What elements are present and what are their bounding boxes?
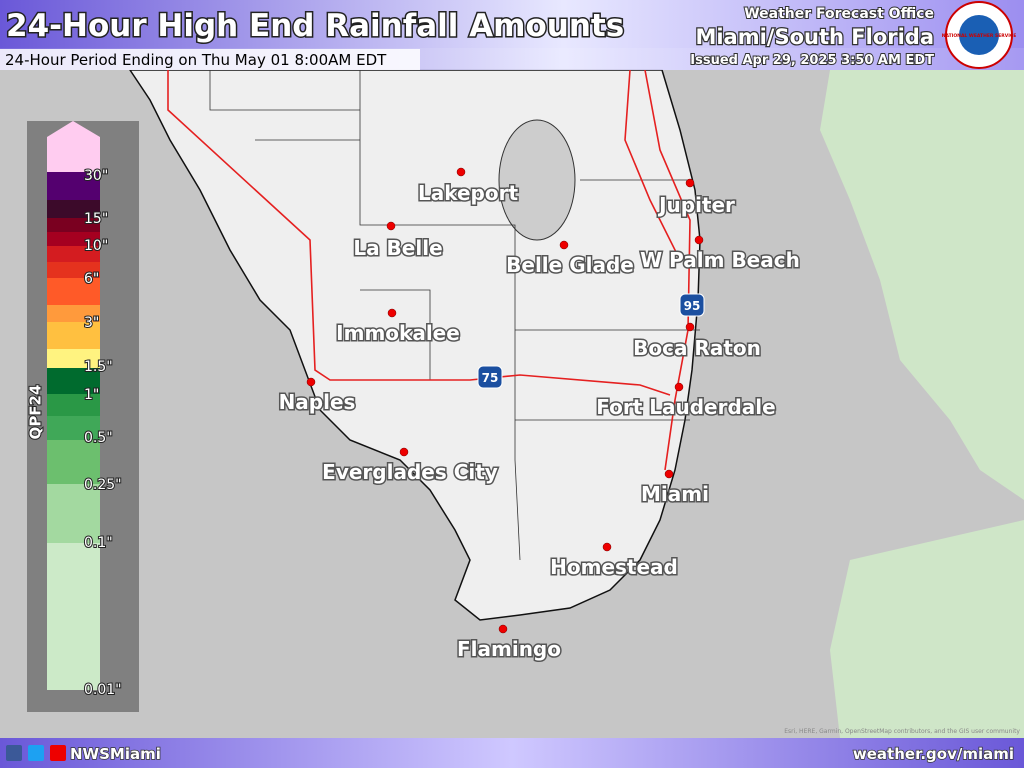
city-label: Boca Raton bbox=[633, 336, 761, 360]
city-label: W Palm Beach bbox=[640, 248, 800, 272]
city-dot bbox=[559, 240, 569, 250]
lake-okeechobee bbox=[498, 119, 576, 241]
legend-label: 30" bbox=[84, 168, 108, 184]
city-label: Fort Lauderdale bbox=[596, 395, 775, 419]
city-dot bbox=[498, 624, 508, 634]
city-label: Miami bbox=[641, 482, 709, 506]
footer-bar bbox=[0, 738, 1024, 768]
legend-title: QPF24 bbox=[27, 385, 45, 440]
city-dot bbox=[685, 178, 695, 188]
legend-swatch bbox=[47, 200, 100, 218]
legend-label: 6" bbox=[84, 271, 99, 287]
legend-label: 0.1" bbox=[84, 535, 113, 551]
city-dot bbox=[399, 447, 409, 457]
office: Miami/South Florida bbox=[695, 25, 934, 49]
county-lines bbox=[209, 70, 700, 561]
legend-swatch bbox=[47, 262, 100, 278]
social-handle[interactable]: NWSMiami bbox=[69, 744, 161, 764]
legend-swatch bbox=[47, 246, 100, 262]
city-label: Lakeport bbox=[418, 181, 518, 205]
twitter-icon[interactable] bbox=[28, 745, 44, 761]
legend-label: 3" bbox=[84, 315, 99, 331]
legend-swatch bbox=[47, 543, 100, 690]
title: 24-Hour High End Rainfall Amounts bbox=[6, 8, 624, 44]
city-label: Immokalee bbox=[336, 321, 460, 345]
legend-swatch bbox=[47, 416, 100, 440]
facebook-icon[interactable] bbox=[6, 745, 22, 761]
cities: Lakeport La Belle Belle Glade Jupiter W … bbox=[277, 167, 801, 663]
legend-swatch bbox=[47, 368, 100, 394]
legend-label: 0.01" bbox=[84, 682, 122, 698]
legend-label: 15" bbox=[84, 211, 108, 227]
legend-swatch bbox=[47, 121, 100, 172]
city-dot bbox=[386, 221, 396, 231]
legend-label: 0.5" bbox=[84, 430, 113, 446]
legend-label: 1" bbox=[84, 387, 99, 403]
city-label: La Belle bbox=[353, 236, 442, 260]
land-south-east bbox=[830, 520, 1024, 738]
legend-swatch bbox=[47, 322, 100, 349]
shield-75: 75 bbox=[477, 365, 503, 389]
city-label: Jupiter bbox=[657, 193, 735, 217]
city-label: Homestead bbox=[550, 555, 678, 579]
city-dot bbox=[602, 542, 612, 552]
city-label: Belle Glade bbox=[506, 253, 634, 277]
legend-swatch bbox=[47, 484, 100, 543]
city-label: Naples bbox=[279, 390, 356, 414]
legend-swatch bbox=[47, 278, 100, 305]
city-dot bbox=[387, 308, 397, 318]
city-dot bbox=[306, 377, 316, 387]
city-label: Everglades City bbox=[322, 460, 498, 484]
legend-swatch bbox=[47, 172, 100, 200]
office-line: Weather Forecast Office bbox=[744, 6, 934, 22]
subtitle-bg bbox=[0, 49, 420, 70]
shield-label: 95 bbox=[684, 299, 701, 313]
youtube-icon[interactable] bbox=[50, 745, 66, 761]
issued: Issued Apr 29, 2025 3:50 AM EDT bbox=[690, 53, 934, 68]
legend-swatch bbox=[47, 394, 100, 416]
city-dot bbox=[664, 469, 674, 479]
shield-label: 75 bbox=[482, 371, 499, 385]
shield-95: 95 bbox=[679, 293, 705, 317]
legend-swatch bbox=[47, 218, 100, 232]
legend-label: 10" bbox=[84, 238, 108, 254]
city-dot bbox=[456, 167, 466, 177]
city-dot bbox=[694, 235, 704, 245]
legend-swatch bbox=[47, 232, 100, 246]
nws-logo: NATIONAL WEATHER SERVICE bbox=[942, 1, 1017, 69]
city-label: Flamingo bbox=[457, 637, 561, 661]
legend-label: 0.25" bbox=[84, 477, 122, 493]
city-dot bbox=[674, 382, 684, 392]
legend-label: 1.5" bbox=[84, 359, 113, 375]
legend-swatch bbox=[47, 349, 100, 368]
land-east bbox=[820, 70, 1024, 500]
subtitle: 24-Hour Period Ending on Thu May 01 8:00… bbox=[5, 51, 387, 69]
legend-swatch bbox=[47, 440, 100, 484]
legend-swatch bbox=[47, 305, 100, 322]
website-link[interactable]: weather.gov/miami bbox=[852, 744, 1015, 764]
logo-text: NATIONAL WEATHER SERVICE bbox=[942, 33, 1017, 39]
roads bbox=[167, 69, 691, 471]
header-bar bbox=[0, 0, 1024, 48]
city-dot bbox=[685, 322, 695, 332]
legend: 30" 15" 10" 6" 3" 1.5" 1" 0.5" 0.25" 0.1… bbox=[26, 121, 139, 712]
attribution: Esri, HERE, Garmin, OpenStreetMap contri… bbox=[784, 728, 1020, 735]
